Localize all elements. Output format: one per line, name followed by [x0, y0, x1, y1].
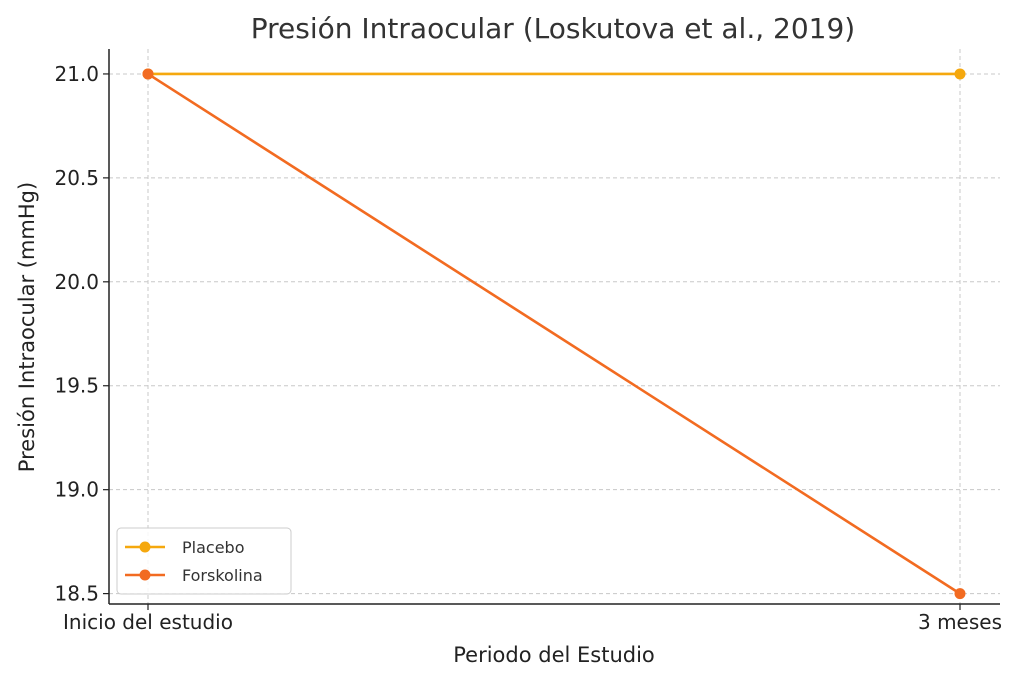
- y-tick-label: 19.5: [54, 374, 99, 398]
- data-point-forskolina: [954, 588, 966, 600]
- legend: Placebo Forskolina: [116, 527, 292, 595]
- legend-marker: [139, 569, 151, 581]
- y-tick-label: 18.5: [54, 582, 99, 606]
- tick-labels: 18.5 19.0 19.5 20.0 20.5 21.0 Inicio del estud…: [54, 62, 1002, 634]
- y-tick-label: 20.5: [54, 166, 99, 190]
- series-layer: [142, 68, 966, 600]
- y-tick-label: 21.0: [54, 62, 99, 86]
- x-tick-label: Inicio del estudio: [63, 610, 233, 634]
- data-point-forskolina: [142, 68, 154, 80]
- y-axis-label: Presión Intraocular (mmHg): [15, 182, 39, 472]
- y-tick-label: 20.0: [54, 270, 99, 294]
- legend-label: Placebo: [182, 538, 244, 557]
- data-point-placebo: [954, 68, 966, 80]
- legend-marker: [139, 541, 151, 553]
- series-line-forskolina: [147, 72, 961, 595]
- x-tick-label: 3 meses: [918, 610, 1002, 634]
- legend-label: Forskolina: [182, 566, 263, 585]
- axes: [108, 49, 1000, 605]
- grid: [109, 49, 1000, 604]
- legend-frame: [116, 527, 292, 595]
- x-axis-label: Periodo del Estudio: [453, 643, 655, 667]
- chart-title: Presión Intraocular (Loskutova et al., 2…: [251, 12, 855, 45]
- y-tick-label: 19.0: [54, 478, 99, 502]
